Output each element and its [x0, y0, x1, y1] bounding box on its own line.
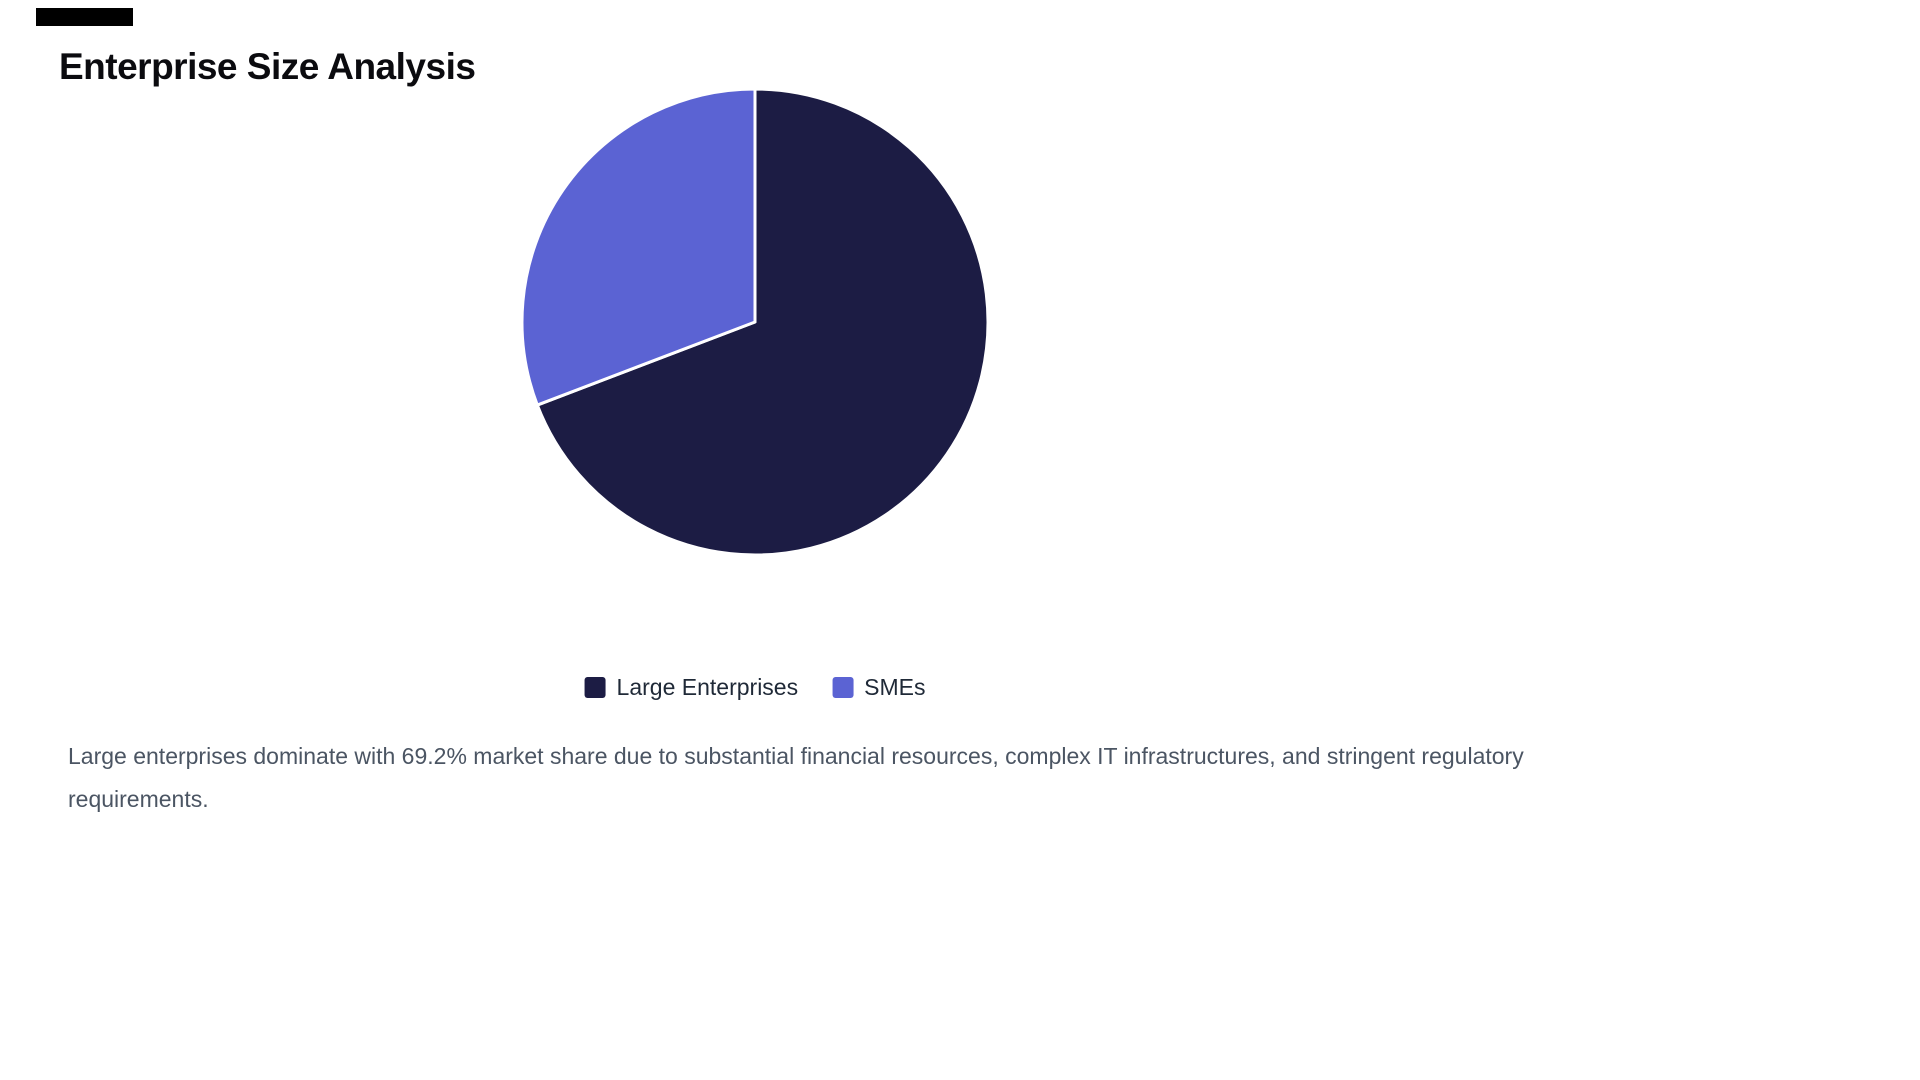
pie-slice-smes[interactable] — [520, 87, 757, 407]
chart-legend: Large Enterprises SMEs — [584, 674, 925, 701]
legend-swatch-icon — [832, 677, 854, 698]
chart-title: Enterprise Size Analysis — [59, 46, 476, 87]
pie-svg — [520, 87, 990, 557]
pie-slice-large-enterprises[interactable] — [535, 87, 990, 557]
chart-caption: Large enterprises dominate with 69.2% ma… — [68, 743, 1524, 812]
pie-chart — [505, 72, 1005, 572]
legend-label: Large Enterprises — [616, 674, 799, 700]
legend-label: SMEs — [864, 674, 926, 700]
legend-item-large-enterprises[interactable]: Large Enterprises — [584, 674, 799, 701]
top-left-marker — [36, 8, 133, 26]
legend-swatch-icon — [584, 677, 606, 698]
legend-item-smes[interactable]: SMEs — [832, 674, 925, 701]
